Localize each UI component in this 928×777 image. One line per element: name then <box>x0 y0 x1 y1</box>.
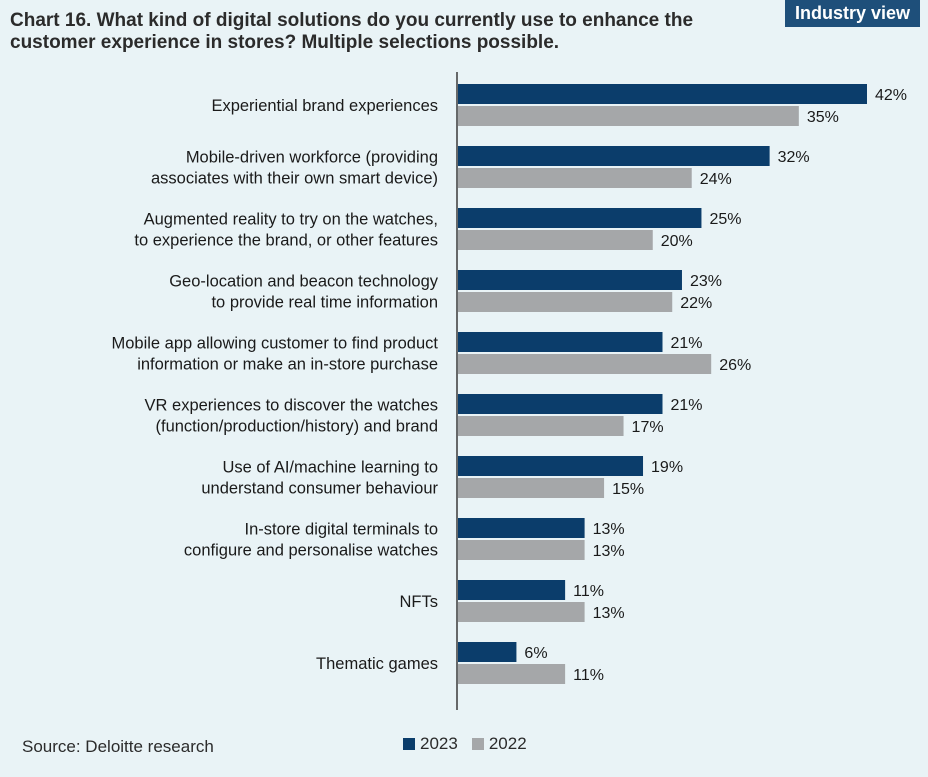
value-label-2023-0: 42% <box>875 87 907 104</box>
bar-chart: 42% 35% Experiential brand experiences 32% 2… <box>111 72 907 710</box>
value-label-2022-2: 20% <box>661 233 693 250</box>
value-label-2023-8: 11% <box>573 583 604 600</box>
value-label-2022-3: 22% <box>680 295 712 312</box>
legend-item-2023: 2023 <box>403 734 458 754</box>
category-label-1: Mobile-driven workforce (providing associ… <box>151 149 438 188</box>
bar-2022-8 <box>458 602 585 622</box>
bar-2023-1 <box>458 146 770 166</box>
legend-label-2022: 2022 <box>488 734 527 753</box>
bar-2022-4 <box>458 354 712 374</box>
value-label-2022-6: 15% <box>612 481 644 498</box>
bar-2023-2 <box>458 208 702 228</box>
bar-2023-9 <box>458 642 517 662</box>
bar-2022-2 <box>458 230 653 250</box>
bar-2023-4 <box>458 332 663 352</box>
category-label-9: Thematic games <box>316 655 438 673</box>
category-label-4: Mobile app allowing customer to find pro… <box>111 335 438 374</box>
value-label-2023-1: 32% <box>778 149 810 166</box>
bar-2022-9 <box>458 664 566 684</box>
bar-2023-6 <box>458 456 644 476</box>
bar-2022-6 <box>458 478 605 498</box>
bar-2023-8 <box>458 580 566 600</box>
bar-2022-7 <box>458 540 585 560</box>
value-label-2023-5: 21% <box>671 397 703 414</box>
value-label-2022-1: 24% <box>700 171 732 188</box>
value-label-2023-4: 21% <box>671 335 703 352</box>
legend: 2023 2022 <box>403 734 541 754</box>
bar-2022-3 <box>458 292 673 312</box>
value-label-2023-7: 13% <box>593 521 625 538</box>
category-label-5: VR experiences to discover the watches (f… <box>145 397 438 436</box>
category-label-2: Augmented reality to try on the watches,… <box>134 211 438 250</box>
bar-2022-0 <box>458 106 799 126</box>
chart-title: Chart 16. What kind of digital solutions… <box>10 10 694 53</box>
legend-swatch-2023 <box>403 738 415 750</box>
industry-view-badge: Industry view <box>784 0 920 27</box>
source-note: Source: Deloitte research <box>22 737 214 756</box>
value-label-2022-9: 11% <box>573 667 604 684</box>
value-label-2022-0: 35% <box>807 109 839 126</box>
category-label-0: Experiential brand experiences <box>211 97 438 115</box>
value-label-2022-7: 13% <box>593 543 625 560</box>
value-label-2022-8: 13% <box>593 605 625 622</box>
bar-2023-0 <box>458 84 867 104</box>
category-label-6: Use of AI/machine learning to understand … <box>201 459 438 498</box>
value-label-2023-6: 19% <box>651 459 683 476</box>
value-label-2023-3: 23% <box>690 273 722 290</box>
legend-label-2023: 2023 <box>420 734 458 753</box>
value-label-2022-5: 17% <box>632 419 664 436</box>
bar-2023-7 <box>458 518 585 538</box>
bar-2023-3 <box>458 270 682 290</box>
bar-2023-5 <box>458 394 663 414</box>
category-label-3: Geo-location and beacon technology to pro… <box>169 273 439 312</box>
legend-swatch-2022 <box>471 738 484 750</box>
value-label-2023-9: 6% <box>524 645 547 662</box>
legend-item-2022: 2022 <box>471 734 527 754</box>
category-label-7: In-store digital terminals to configure a… <box>184 521 438 560</box>
value-label-2023-2: 25% <box>709 211 741 228</box>
value-label-2022-4: 26% <box>719 357 751 374</box>
bar-2022-5 <box>458 416 624 436</box>
bar-2022-1 <box>458 168 692 188</box>
category-label-8: NFTs <box>400 593 439 611</box>
